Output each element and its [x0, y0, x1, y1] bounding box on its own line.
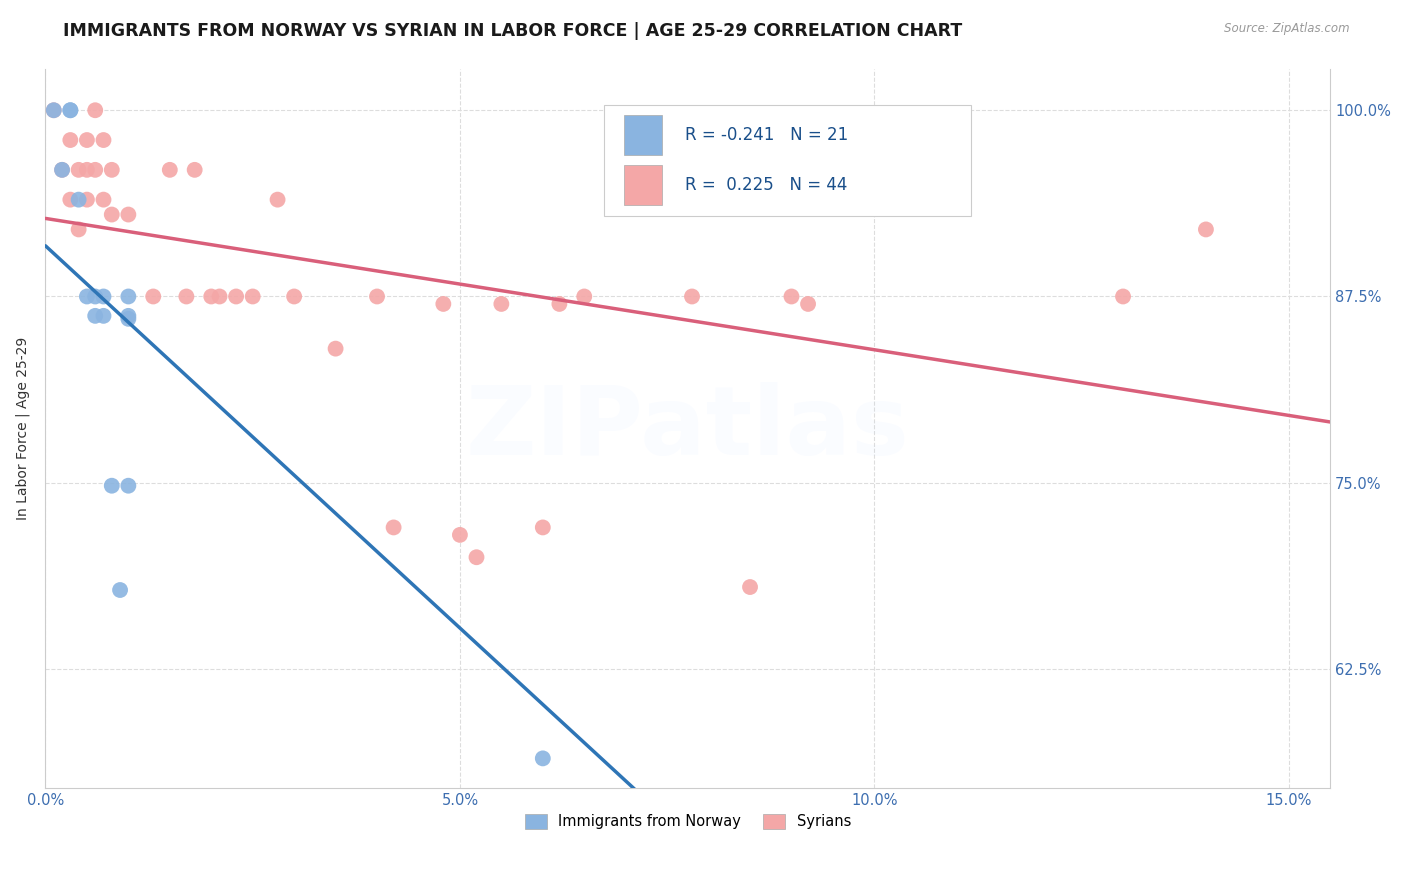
FancyBboxPatch shape [624, 165, 662, 205]
Point [84, 103, 107, 118]
Point [325, 342, 347, 356]
Point [76, 193, 98, 207]
Point [101, 479, 124, 493]
FancyBboxPatch shape [624, 115, 662, 154]
Point [449, 528, 471, 542]
Point [1112, 289, 1135, 303]
Point [1195, 222, 1218, 236]
Point [93, 309, 115, 323]
Text: Source: ZipAtlas.com: Source: ZipAtlas.com [1225, 22, 1350, 36]
Point [93, 289, 115, 303]
Point [117, 309, 139, 323]
Point [67, 222, 90, 236]
Point [59, 193, 82, 207]
Point [93, 133, 115, 147]
Point [84, 289, 107, 303]
Point [101, 208, 124, 222]
Point [242, 289, 264, 303]
Point [738, 580, 761, 594]
Point [780, 289, 803, 303]
Point [51, 162, 73, 177]
Point [283, 289, 305, 303]
Point [266, 193, 288, 207]
Point [67, 162, 90, 177]
Point [797, 297, 820, 311]
Point [432, 297, 454, 311]
Y-axis label: In Labor Force | Age 25-29: In Labor Force | Age 25-29 [15, 336, 30, 520]
Point [574, 796, 596, 810]
Point [76, 289, 98, 303]
Point [159, 162, 181, 177]
Point [117, 289, 139, 303]
Point [59, 103, 82, 118]
Point [51, 162, 73, 177]
FancyBboxPatch shape [605, 104, 970, 216]
Point [548, 297, 571, 311]
Point [117, 311, 139, 326]
Point [183, 162, 205, 177]
Point [117, 208, 139, 222]
Text: ZIPatlas: ZIPatlas [465, 382, 910, 475]
Point [93, 193, 115, 207]
Point [59, 103, 82, 118]
Point [225, 289, 247, 303]
Text: IMMIGRANTS FROM NORWAY VS SYRIAN IN LABOR FORCE | AGE 25-29 CORRELATION CHART: IMMIGRANTS FROM NORWAY VS SYRIAN IN LABO… [63, 22, 963, 40]
Point [117, 479, 139, 493]
Point [142, 289, 165, 303]
Text: R = -0.241   N = 21: R = -0.241 N = 21 [685, 126, 849, 144]
Point [101, 162, 124, 177]
Point [465, 550, 488, 565]
Legend: Immigrants from Norway, Syrians: Immigrants from Norway, Syrians [519, 808, 856, 835]
Point [67, 193, 90, 207]
Point [176, 289, 198, 303]
Point [531, 520, 554, 534]
Point [42, 103, 65, 118]
Point [76, 133, 98, 147]
Point [382, 520, 405, 534]
Point [84, 309, 107, 323]
Point [366, 289, 388, 303]
Point [42, 103, 65, 118]
Point [681, 289, 703, 303]
Point [208, 289, 231, 303]
Point [59, 133, 82, 147]
Point [574, 289, 596, 303]
Point [491, 297, 513, 311]
Point [108, 582, 131, 597]
Point [946, 133, 969, 147]
Point [76, 162, 98, 177]
Text: R =  0.225   N = 44: R = 0.225 N = 44 [685, 176, 848, 194]
Point [780, 804, 803, 818]
Point [200, 289, 222, 303]
Point [84, 162, 107, 177]
Point [531, 751, 554, 765]
Point [631, 193, 654, 207]
